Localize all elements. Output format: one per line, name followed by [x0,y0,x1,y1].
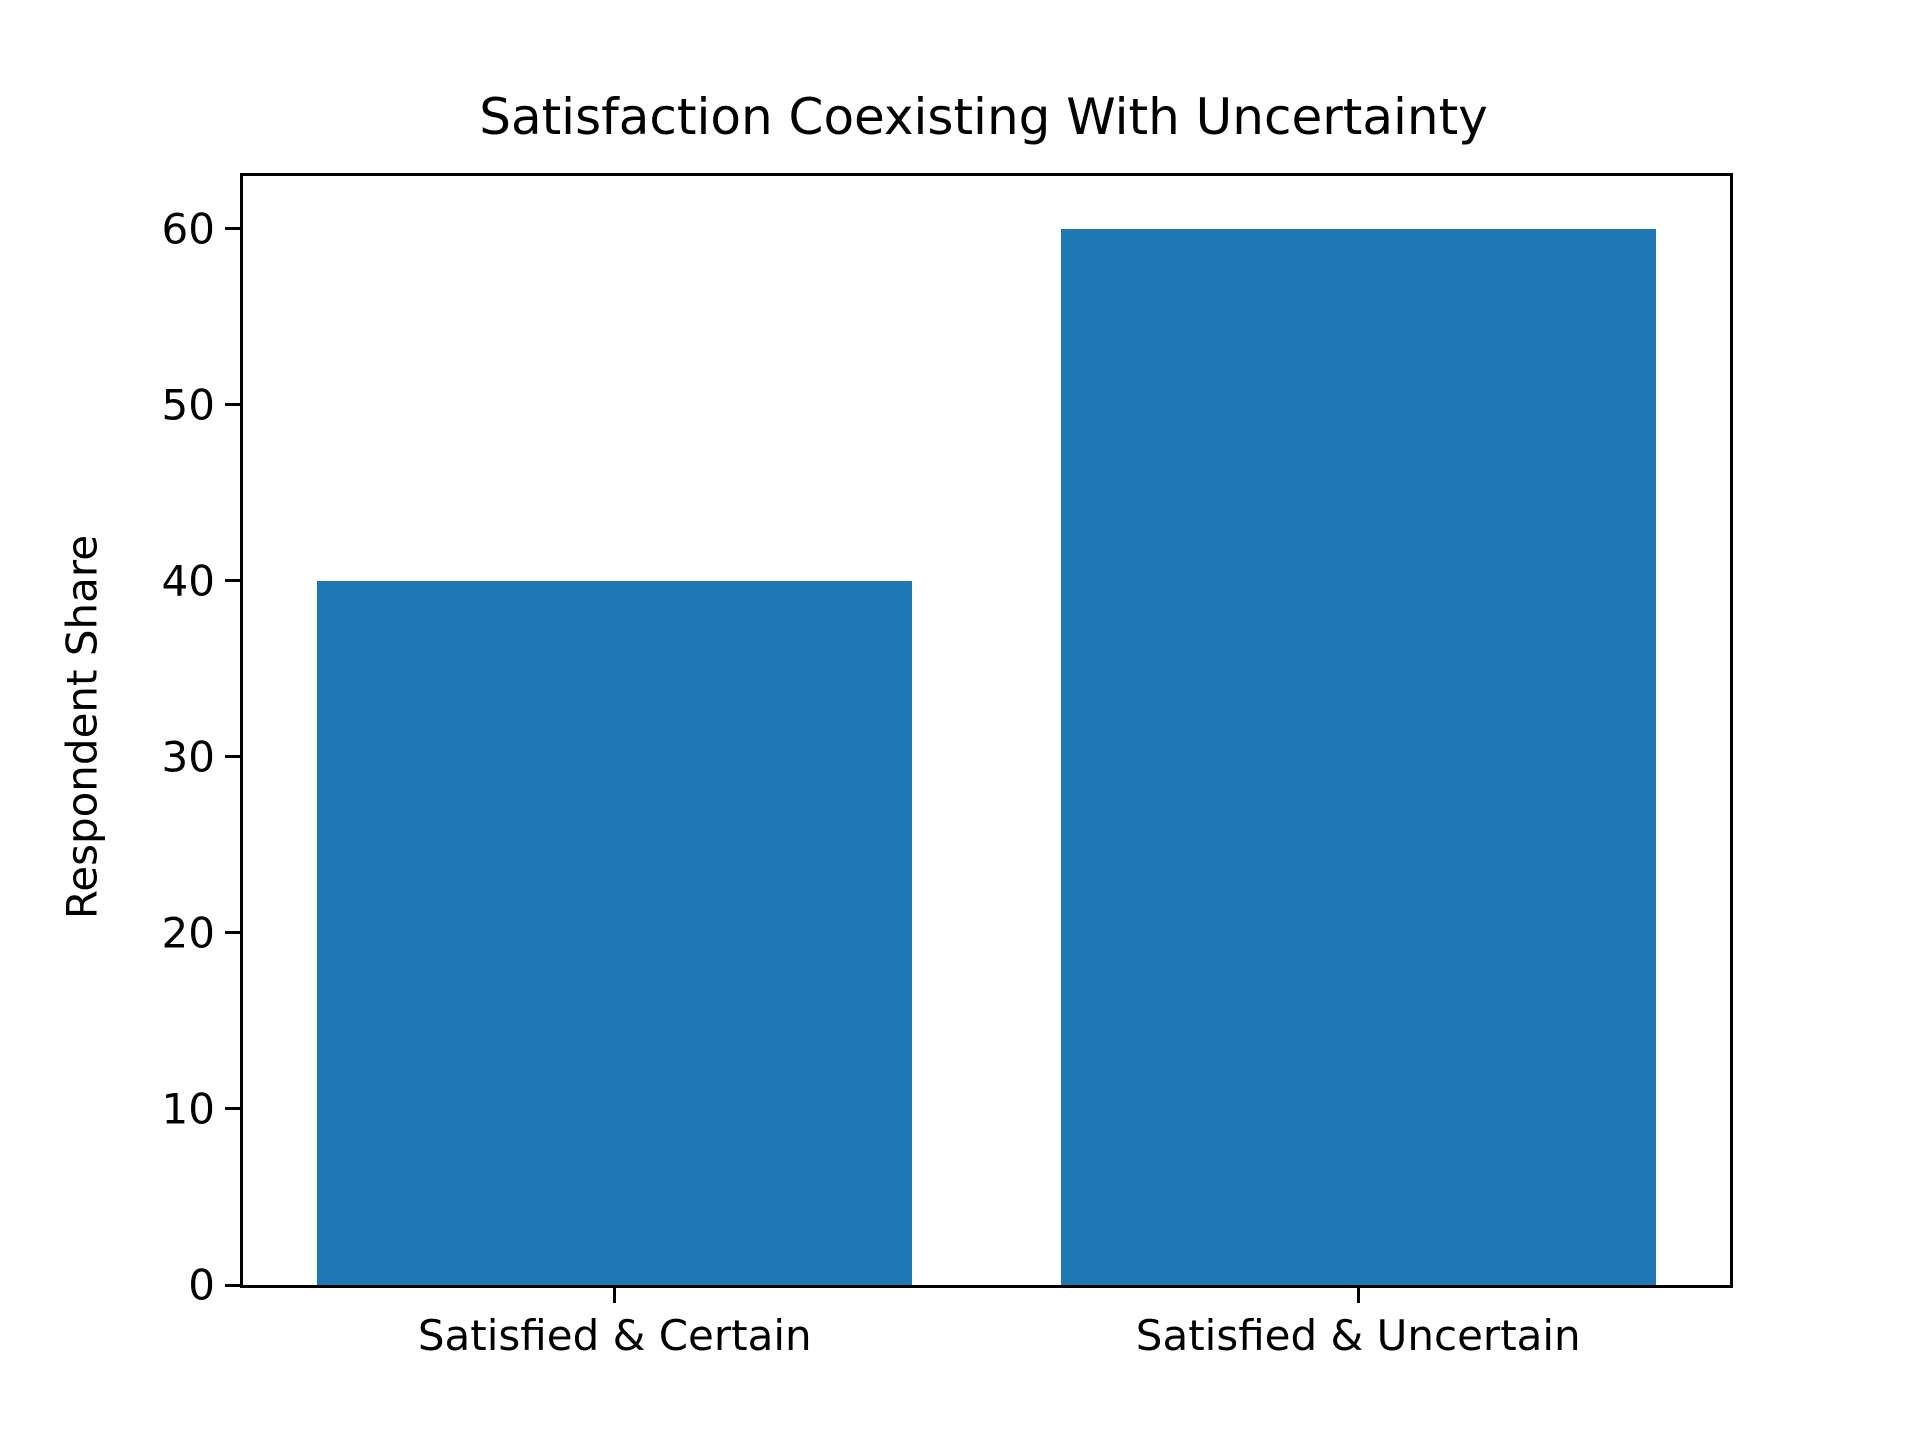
y-tick-mark [225,579,240,583]
y-tick-mark [225,1283,240,1287]
chart-title: Satisfaction Coexisting With Uncertainty [479,88,1488,146]
y-tick-label: 60 [161,204,215,254]
y-tick-label: 30 [161,732,215,782]
y-tick-mark [225,1107,240,1111]
y-tick-mark [225,227,240,231]
y-tick-label: 0 [188,1260,215,1310]
x-tick-label: Satisfied & Uncertain [1135,1311,1581,1360]
y-tick-mark [225,755,240,759]
y-tick-label: 50 [161,380,215,430]
x-tick-mark [613,1288,617,1303]
y-tick-label: 20 [161,908,215,958]
x-tick-label: Satisfied & Certain [417,1311,812,1360]
y-tick-mark [225,403,240,407]
bar-1 [317,580,913,1285]
y-axis-label: Respondent Share [57,534,107,920]
y-tick-mark [225,931,240,935]
y-tick-label: 40 [161,556,215,606]
plot-area: Satisfied & Certain Satisfied & Uncertain… [162,173,1733,1360]
y-tick-label: 10 [161,1084,215,1134]
x-tick-mark [1356,1288,1360,1303]
bar-2 [1060,228,1656,1285]
